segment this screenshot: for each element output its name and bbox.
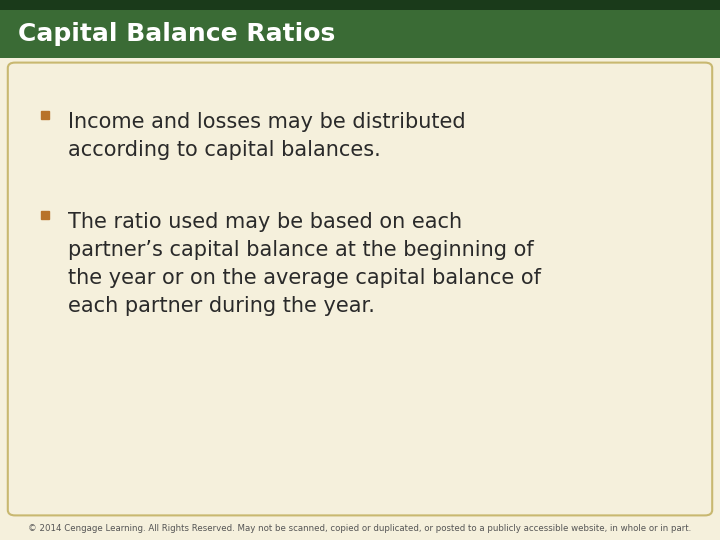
Text: Income and losses may be distributed
according to capital balances.: Income and losses may be distributed acc… — [68, 112, 466, 160]
FancyBboxPatch shape — [8, 63, 712, 515]
Text: The ratio used may be based on each
partner’s capital balance at the beginning o: The ratio used may be based on each part… — [68, 212, 541, 316]
Text: Capital Balance Ratios: Capital Balance Ratios — [18, 22, 336, 46]
Text: © 2014 Cengage Learning. All Rights Reserved. May not be scanned, copied or dupl: © 2014 Cengage Learning. All Rights Rese… — [28, 524, 692, 532]
Bar — [0, 0, 720, 10]
Bar — [0, 10, 720, 58]
